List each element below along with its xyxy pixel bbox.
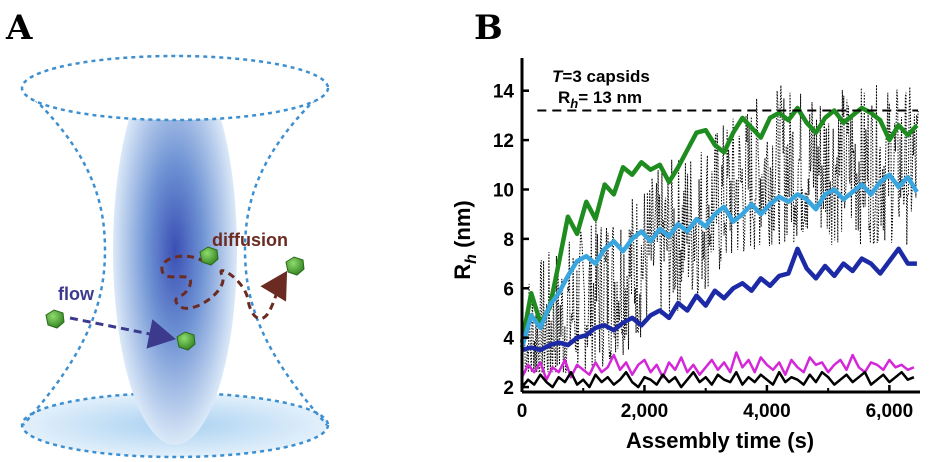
top-focal-plane [20,54,330,122]
x-axis-title: Assembly time (s) [626,428,814,453]
flow-label: flow [58,284,95,304]
diffusion-label: diffusion [212,230,288,250]
series-line-3 [521,246,917,353]
x-tick-label: 2,000 [621,401,669,422]
series-line-5 [521,370,915,389]
raw-trace-layer [523,84,919,373]
y-axis-title: Rh (nm) [450,200,480,279]
series-layer [519,105,919,389]
focal-volume [113,55,237,445]
axis-layer [520,58,920,394]
annotation-r-symbol: R [558,88,570,107]
x-tick-label: 4,000 [743,401,791,422]
annotation-h-subscript: h [570,96,578,111]
particle-icon [285,256,305,276]
y-tick-label: 2 [503,378,514,399]
y-tick-label: 14 [493,82,515,103]
y-tick-label: 4 [503,329,514,350]
y-tick-label: 6 [503,279,514,300]
series-line-2 [519,172,919,349]
capsid-annotation-line2: Rh= 13 nm [558,88,642,111]
series-line-1 [519,105,919,344]
capsid-annotation-line1: T=3 capsids [552,67,650,86]
y-tick-label: 10 [493,180,514,201]
y-tick-label: 12 [493,131,514,152]
y-axis-h-subscript: h [463,254,480,264]
beam-outline-left [22,87,107,426]
y-axis-unit: (nm) [450,200,475,254]
y-axis-r-symbol: R [450,264,475,280]
annotation-t-symbol: T [552,67,564,86]
beam-outline-right [243,87,328,426]
particle-icon [45,309,65,329]
annotation-radius-text: = 13 nm [578,88,642,107]
flow-arrow [69,316,176,349]
x-tick-label: 0 [517,401,528,422]
annotation-capsid-text: =3 capsids [562,67,649,86]
particle-icon [176,331,196,351]
tick-label-layer: 2 4 6 8 10 12 14 0 2,000 4,000 6,000 [493,82,913,422]
x-tick-label: 6,000 [866,401,914,422]
particle-icon [199,246,219,266]
y-tick-label: 8 [503,230,514,251]
panel-a-letter: A [6,8,33,48]
panel-b-letter: B [474,8,503,48]
raw-dls-trace [523,84,919,373]
series-line-4 [520,351,915,381]
diffusion-path [160,254,288,321]
